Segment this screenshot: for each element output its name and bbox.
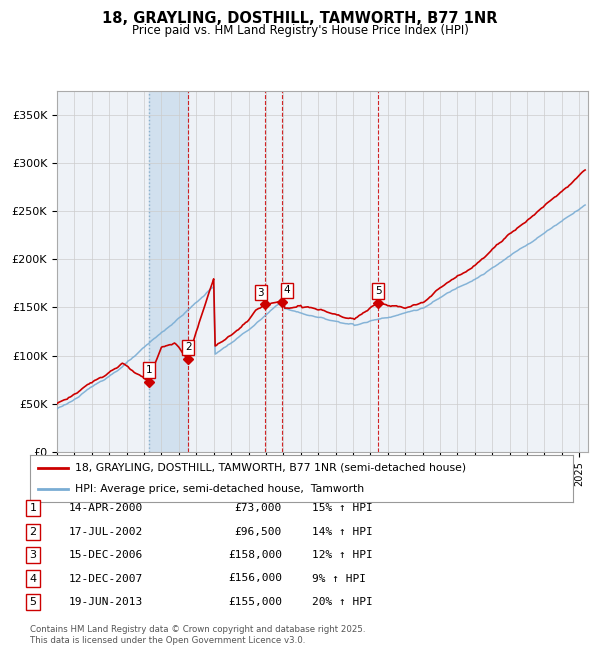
Text: 3: 3 xyxy=(257,288,264,298)
Text: 4: 4 xyxy=(283,285,290,295)
Text: 3: 3 xyxy=(29,550,37,560)
Text: 14-APR-2000: 14-APR-2000 xyxy=(69,503,143,514)
Text: 15% ↑ HPI: 15% ↑ HPI xyxy=(312,503,373,514)
Text: 18, GRAYLING, DOSTHILL, TAMWORTH, B77 1NR: 18, GRAYLING, DOSTHILL, TAMWORTH, B77 1N… xyxy=(102,11,498,26)
Text: 15-DEC-2006: 15-DEC-2006 xyxy=(69,550,143,560)
Text: 20% ↑ HPI: 20% ↑ HPI xyxy=(312,597,373,607)
Text: 14% ↑ HPI: 14% ↑ HPI xyxy=(312,526,373,537)
Text: £155,000: £155,000 xyxy=(228,597,282,607)
Text: 17-JUL-2002: 17-JUL-2002 xyxy=(69,526,143,537)
Text: 9% ↑ HPI: 9% ↑ HPI xyxy=(312,573,366,584)
Text: 18, GRAYLING, DOSTHILL, TAMWORTH, B77 1NR (semi-detached house): 18, GRAYLING, DOSTHILL, TAMWORTH, B77 1N… xyxy=(74,463,466,473)
Text: 2: 2 xyxy=(185,343,191,352)
Text: £73,000: £73,000 xyxy=(235,503,282,514)
Text: 2: 2 xyxy=(29,526,37,537)
Bar xyxy=(149,91,188,452)
Text: 12% ↑ HPI: 12% ↑ HPI xyxy=(312,550,373,560)
Text: 12-DEC-2007: 12-DEC-2007 xyxy=(69,573,143,584)
Text: £156,000: £156,000 xyxy=(228,573,282,584)
Text: Contains HM Land Registry data © Crown copyright and database right 2025.
This d: Contains HM Land Registry data © Crown c… xyxy=(30,625,365,645)
Text: £96,500: £96,500 xyxy=(235,526,282,537)
Text: Price paid vs. HM Land Registry's House Price Index (HPI): Price paid vs. HM Land Registry's House … xyxy=(131,24,469,37)
Text: 4: 4 xyxy=(29,573,37,584)
Text: 1: 1 xyxy=(146,365,152,375)
Text: 19-JUN-2013: 19-JUN-2013 xyxy=(69,597,143,607)
Text: 1: 1 xyxy=(29,503,37,514)
Text: £158,000: £158,000 xyxy=(228,550,282,560)
Text: HPI: Average price, semi-detached house,  Tamworth: HPI: Average price, semi-detached house,… xyxy=(74,484,364,494)
Text: 5: 5 xyxy=(375,286,382,296)
Text: 5: 5 xyxy=(29,597,37,607)
